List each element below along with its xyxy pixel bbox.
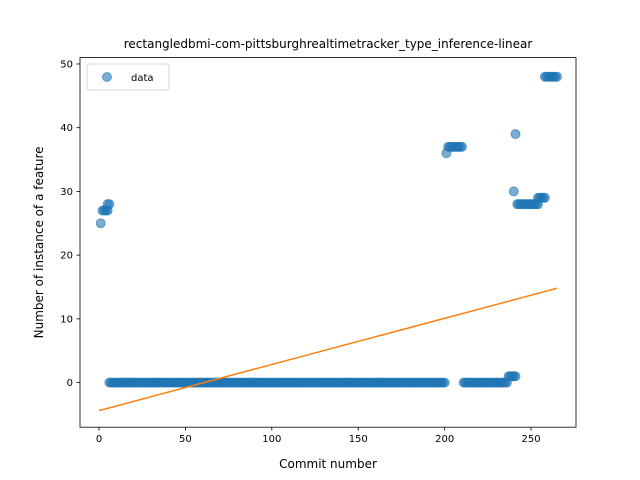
data-point — [508, 186, 519, 197]
fit-line — [98, 287, 558, 412]
y-tick-label: 0 — [67, 378, 73, 389]
axes-frame — [79, 57, 577, 428]
legend-frame — [86, 63, 170, 91]
x-tick-label: 50 — [179, 434, 192, 445]
data-point — [510, 371, 521, 382]
y-tick-label: 10 — [60, 314, 73, 325]
data-point — [539, 192, 550, 203]
data-point — [104, 199, 115, 210]
legend: data — [86, 63, 170, 91]
x-axis: 0 50 100 150 200 250 — [96, 427, 541, 445]
y-tick-label: 30 — [60, 187, 73, 198]
x-tick-label: 200 — [435, 434, 454, 445]
x-axis-label: Commit number — [279, 457, 377, 471]
legend-marker-data — [102, 72, 112, 82]
y-tick-label: 40 — [60, 123, 73, 134]
data-point — [95, 218, 106, 229]
y-axis: 0 10 20 30 40 50 — [60, 59, 80, 389]
legend-label-data: data — [131, 73, 154, 84]
data-point — [510, 129, 521, 140]
y-tick-label: 20 — [60, 251, 73, 262]
data-point — [456, 141, 467, 152]
plot-area — [95, 71, 562, 412]
data-point — [551, 71, 562, 82]
x-tick-label: 250 — [522, 434, 541, 445]
y-axis-label: Number of instance of a feature — [32, 146, 46, 338]
y-tick-label: 50 — [60, 59, 73, 70]
x-tick-label: 150 — [349, 434, 368, 445]
data-point — [439, 377, 450, 388]
x-tick-label: 100 — [262, 434, 281, 445]
x-tick-label: 0 — [96, 434, 102, 445]
chart-title: rectangledbmi-com-pittsburghrealtimetrac… — [124, 37, 533, 51]
